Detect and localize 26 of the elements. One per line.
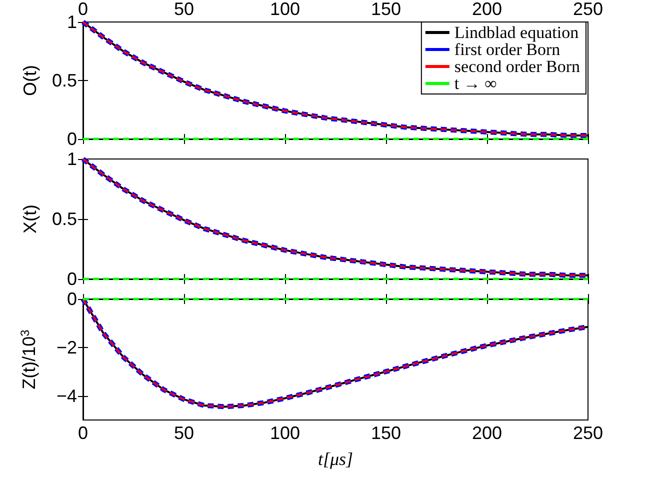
x-tick-label: 150 [370, 423, 402, 443]
legend-label: second order Born [454, 57, 580, 76]
x-tick-label: 100 [270, 0, 300, 19]
x-tick-label: 200 [472, 0, 502, 19]
x-tick-label: 100 [270, 423, 300, 443]
legend-label: Lindblad equation [454, 23, 580, 42]
x-tick-label: 250 [572, 0, 604, 19]
y-tick-label: −4 [56, 386, 77, 406]
y-axis-title: Z(t)/103 [18, 329, 39, 390]
x-tick-label: 50 [174, 0, 194, 19]
y-tick-label: 0.5 [52, 70, 77, 90]
y-tick-label: 0 [66, 129, 77, 149]
y-tick-label: −2 [56, 337, 77, 358]
x-tick-label: 200 [472, 423, 502, 443]
y-tick-label: 0.5 [52, 209, 77, 229]
y-axis-title: O(t) [20, 65, 40, 96]
y-tick-label: 1 [66, 12, 77, 32]
x-tick-label: 250 [572, 423, 604, 443]
y-tick-label: 0 [66, 289, 77, 309]
y-tick-label: 1 [66, 149, 77, 169]
legend-label: t → ∞ [454, 74, 497, 93]
x-tick-label: 150 [370, 0, 402, 19]
y-axis-title: X(t) [20, 204, 40, 234]
x-tick-label: 50 [174, 423, 194, 443]
y-tick-label: 0 [66, 269, 77, 289]
x-axis-title: t[μs] [318, 449, 354, 469]
